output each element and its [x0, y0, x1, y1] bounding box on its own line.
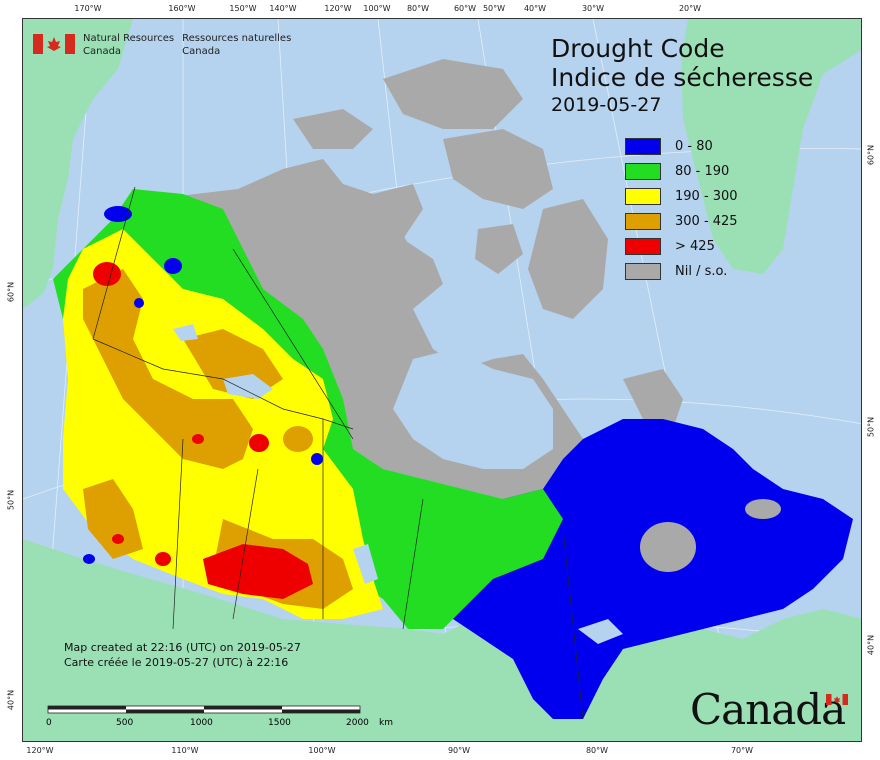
tick-label: 40°N	[6, 689, 16, 711]
legend-swatch	[625, 138, 661, 155]
nrcan-signature: Natural Resources Canada Ressources natu…	[33, 32, 291, 58]
tick-label: 40°W	[523, 4, 547, 13]
agency-name-en: Natural Resources Canada	[83, 32, 174, 58]
legend-item: Nil / s.o.	[625, 259, 738, 284]
legend-swatch	[625, 238, 661, 255]
canada-wordmark: Canada	[690, 685, 846, 734]
map-graphic	[23, 19, 861, 741]
province-boundaries	[92, 186, 584, 720]
legend-item: > 425	[625, 234, 738, 259]
legend-swatch	[625, 213, 661, 230]
map-title-block: Drought Code Indice de sécheresse 2019-0…	[551, 34, 813, 116]
legend-label: 0 - 80	[675, 139, 713, 154]
legend: 0 - 80 80 - 190 190 - 300 300 - 425 > 425 Nil…	[625, 134, 738, 284]
legend-label: > 425	[675, 239, 715, 254]
map-date: 2019-05-27	[551, 94, 662, 116]
tick-label: 50°N	[866, 416, 876, 438]
scale-label: 500	[116, 718, 134, 728]
tick-label: 120°W	[26, 746, 54, 755]
legend-label: 300 - 425	[675, 214, 738, 229]
legend-item: 190 - 300	[625, 184, 738, 209]
scale-bar: 0 500 1000 1500 2000 km	[46, 704, 393, 734]
agency-line: Canada	[83, 46, 122, 57]
other-land	[23, 19, 861, 741]
canada-flag-icon	[33, 34, 75, 54]
scale-unit: km	[379, 718, 393, 728]
agency-line: Natural Resources	[83, 33, 175, 44]
tick-label: 80°W	[585, 746, 609, 755]
legend-label: 80 - 190	[675, 164, 730, 179]
agency-name-fr: Ressources naturelles Canada	[182, 32, 291, 58]
created-note-fr: Carte créée le 2019-05-27 (UTC) à 22:16	[64, 656, 289, 669]
scale-label: 1500	[268, 718, 291, 728]
agency-line: Ressources naturelles	[182, 33, 292, 44]
legend-item: 80 - 190	[625, 159, 738, 184]
tick-label: 50°W	[482, 4, 506, 13]
legend-swatch	[625, 163, 661, 180]
tick-label: 70°W	[730, 746, 754, 755]
created-note: Map created at 22:16 (UTC) on 2019-05-27…	[64, 640, 301, 670]
tick-label: 140°W	[269, 4, 297, 13]
tick-label: 60°N	[6, 281, 16, 303]
wordmark-flag-icon	[826, 690, 848, 705]
tick-label: 100°W	[363, 4, 391, 13]
agency-line: Canada	[182, 46, 221, 57]
created-note-en: Map created at 22:16 (UTC) on 2019-05-27	[64, 641, 301, 654]
tick-label: 100°W	[308, 746, 336, 755]
map-title-en: Drought Code	[551, 34, 725, 63]
lakes	[173, 324, 623, 644]
tick-label: 60°W	[453, 4, 477, 13]
scale-label: 2000	[346, 718, 369, 728]
tick-label: 30°W	[581, 4, 605, 13]
tick-label: 60°N	[866, 144, 876, 166]
legend-item: 0 - 80	[625, 134, 738, 159]
tick-label: 170°W	[74, 4, 102, 13]
tick-label: 50°N	[6, 489, 16, 511]
legend-item: 300 - 425	[625, 209, 738, 234]
tick-label: 120°W	[324, 4, 352, 13]
tick-label: 150°W	[229, 4, 257, 13]
map-canvas	[22, 18, 862, 742]
legend-swatch	[625, 263, 661, 280]
tick-label: 40°N	[866, 634, 876, 656]
tick-label: 160°W	[168, 4, 196, 13]
scale-label: 0	[46, 718, 52, 728]
scale-label: 1000	[190, 718, 213, 728]
tick-label: 90°W	[447, 746, 471, 755]
dc-blue-west-spots	[83, 206, 323, 564]
legend-label: Nil / s.o.	[675, 264, 728, 279]
map-title-fr: Indice de sécheresse	[551, 63, 814, 92]
tick-label: 20°W	[678, 4, 702, 13]
tick-label: 80°W	[406, 4, 430, 13]
dc-red	[93, 262, 313, 599]
tick-label: 110°W	[171, 746, 199, 755]
legend-swatch	[625, 188, 661, 205]
hudson-bay	[393, 349, 553, 469]
legend-label: 190 - 300	[675, 189, 738, 204]
